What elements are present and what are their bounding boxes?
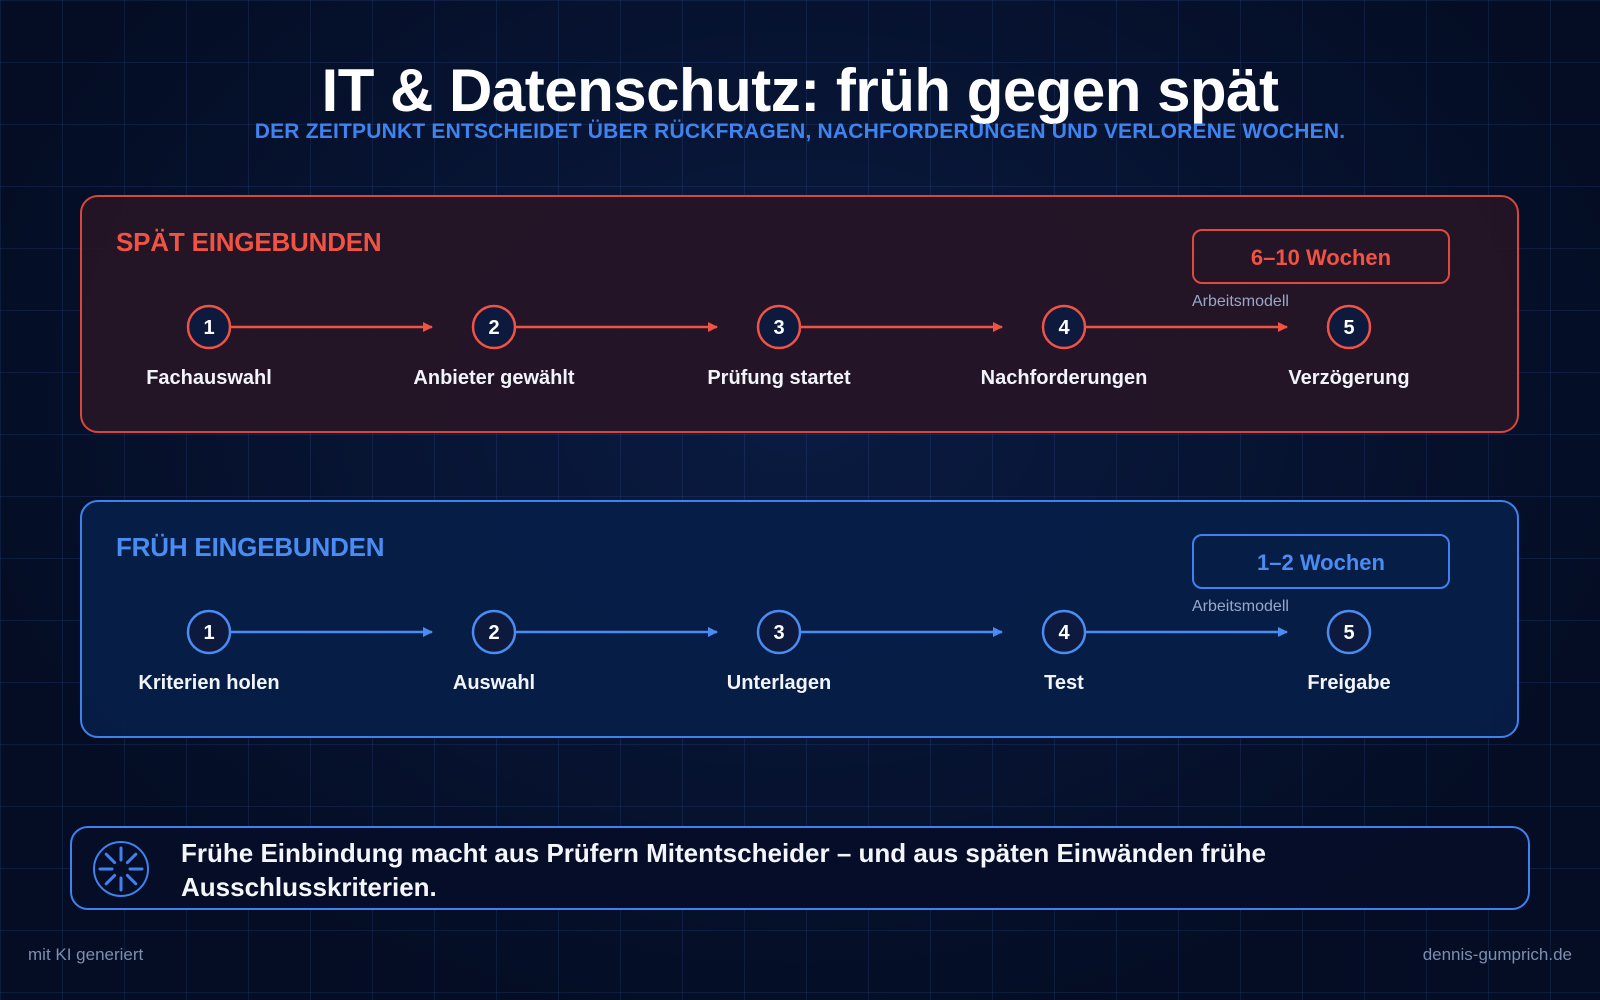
early-step-1-label: Kriterien holen	[138, 672, 280, 694]
page-title: IT & Datenschutz: früh gegen spät	[321, 57, 1279, 124]
late-panel-heading: SPÄT EINGEBUNDEN	[116, 227, 382, 257]
early-step-3-node: 3	[756, 609, 802, 655]
footer-ai-note: mit KI generiert	[28, 945, 144, 964]
callout-text: Frühe Einbindung macht aus Prüfern Miten…	[181, 838, 1266, 902]
late-process-flow: 1 2 3 4 5	[186, 304, 1372, 350]
footer-website-link[interactable]: dennis-gumprich.de	[1422, 945, 1572, 964]
late-step-1-label: Fachauswahl	[146, 367, 272, 389]
early-step-4-number: 4	[1058, 622, 1070, 644]
early-process-flow: 1 2 3 4 5	[186, 609, 1372, 655]
late-step-4-node: 4	[1041, 304, 1087, 350]
late-step-4-label: Nachforderungen	[980, 367, 1148, 389]
early-step-4-node: 4	[1041, 609, 1087, 655]
late-step-1-number: 1	[203, 317, 214, 339]
page-subtitle: DER ZEITPUNKT ENTSCHEIDET ÜBER RÜCKFRAGE…	[254, 120, 1346, 143]
early-involvement-panel: FRÜH EINGEBUNDEN 1–2 Wochen Arbeitsmodel…	[80, 500, 1519, 738]
late-step-4-number: 4	[1058, 317, 1070, 339]
late-step-2-label: Anbieter gewählt	[413, 367, 575, 389]
early-step-2-number: 2	[488, 622, 499, 644]
loading-spinner-icon	[93, 841, 149, 897]
late-badge-caption: Arbeitsmodell	[1192, 293, 1289, 310]
late-step-5-number: 5	[1343, 317, 1354, 339]
early-panel-heading: FRÜH EINGEBUNDEN	[116, 532, 385, 562]
early-step-3-number: 3	[773, 622, 784, 644]
early-step-2-node: 2	[471, 609, 517, 655]
late-involvement-panel: SPÄT EINGEBUNDEN 6–10 Wochen Arbeitsmode…	[80, 195, 1519, 433]
late-step-1-node: 1	[186, 304, 232, 350]
late-step-2-node: 2	[471, 304, 517, 350]
late-step-2-number: 2	[488, 317, 499, 339]
late-step-5-label: Verzögerung	[1288, 367, 1410, 389]
early-step-4-label: Test	[1044, 672, 1084, 694]
early-step-5-label: Freigabe	[1307, 672, 1391, 694]
early-badge-caption: Arbeitsmodell	[1192, 598, 1289, 615]
early-step-3-label: Unterlagen	[726, 672, 832, 694]
late-step-5-node: 5	[1326, 304, 1372, 350]
key-insight-callout: Frühe Einbindung macht aus Prüfern Miten…	[70, 826, 1530, 910]
early-step-1-node: 1	[186, 609, 232, 655]
early-duration-badge: 1–2 Wochen	[1192, 534, 1450, 589]
late-step-3-label: Prüfung startet	[707, 367, 851, 389]
late-step-3-node: 3	[756, 304, 802, 350]
late-duration-badge: 6–10 Wochen	[1192, 229, 1450, 284]
early-step-5-number: 5	[1343, 622, 1354, 644]
early-step-5-node: 5	[1326, 609, 1372, 655]
late-step-3-number: 3	[773, 317, 784, 339]
early-step-2-label: Auswahl	[452, 672, 536, 694]
early-step-1-number: 1	[203, 622, 214, 644]
